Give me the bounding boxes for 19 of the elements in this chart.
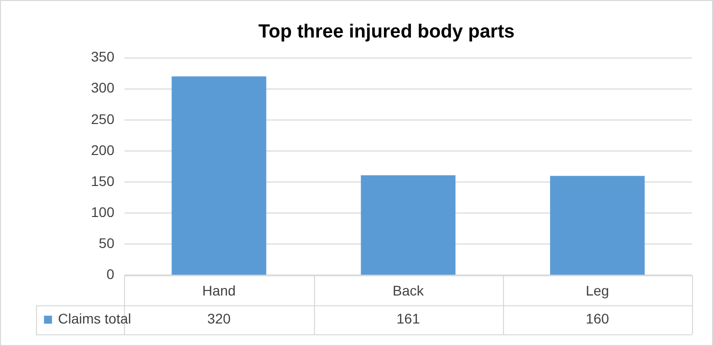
bar (172, 76, 266, 275)
x-tick-label: Hand (202, 282, 236, 298)
y-tick-label: 0 (106, 266, 115, 282)
data-label: 161 (396, 310, 420, 327)
chart-title: Top three injured body parts (258, 22, 515, 43)
legend-label: Claims total (58, 310, 132, 327)
y-tick-label: 300 (91, 80, 115, 96)
bar (360, 175, 456, 275)
y-tick-label: 350 (91, 48, 115, 65)
data-label: 160 (586, 310, 610, 327)
x-tick-label: Leg (586, 282, 610, 298)
y-tick-label: 100 (91, 204, 115, 220)
data-label: 320 (207, 310, 231, 327)
x-tick-label: Back (392, 282, 425, 298)
y-tick-label: 50 (98, 235, 115, 251)
y-tick-label: 150 (91, 172, 115, 189)
y-tick-label: 250 (91, 110, 115, 127)
y-tick-label: 200 (91, 142, 115, 158)
bar (550, 176, 645, 275)
